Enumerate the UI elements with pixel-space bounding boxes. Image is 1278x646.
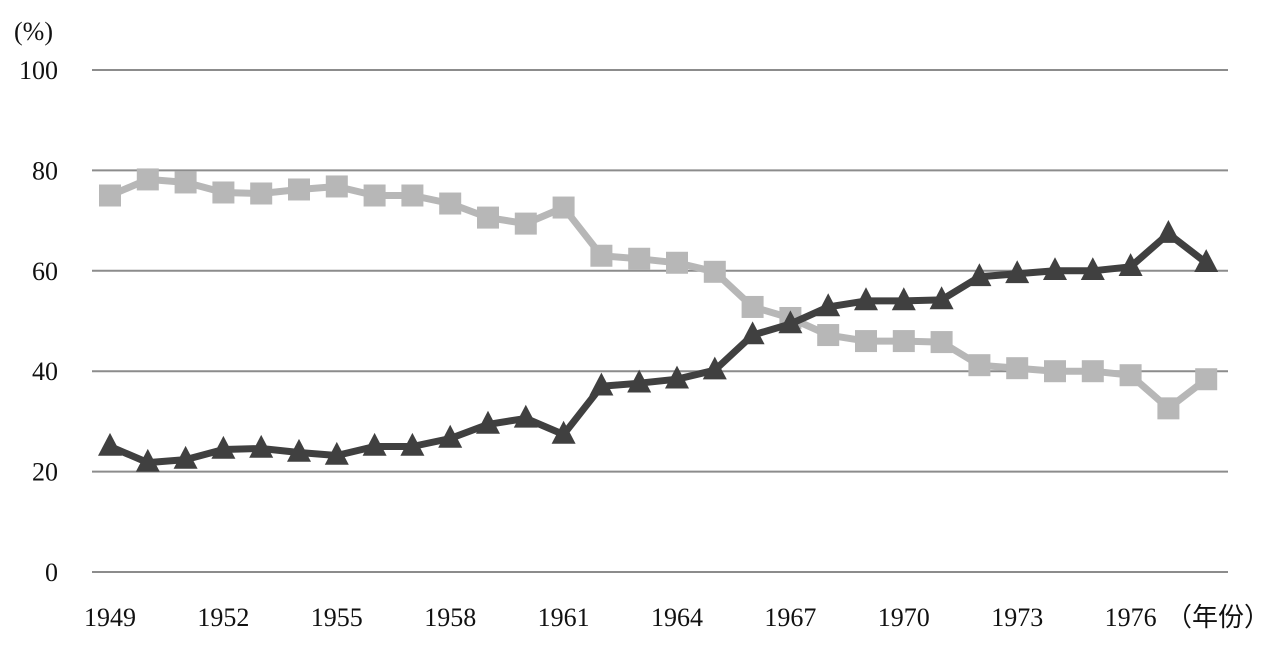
y-tick-label: 0 [45, 558, 58, 587]
data-point-square [1157, 397, 1180, 420]
gridlines [92, 69, 1228, 573]
data-point-square [250, 182, 273, 205]
data-point-triangle [778, 310, 803, 334]
data-point-triangle [854, 287, 878, 311]
data-point-triangle [1156, 220, 1181, 243]
data-point-triangle [324, 441, 349, 465]
data-point-triangle [1005, 260, 1030, 284]
data-point-square [1119, 364, 1142, 387]
data-point-square [892, 330, 915, 353]
data-point-triangle [287, 438, 311, 462]
data-point-triangle [362, 432, 387, 456]
y-tick-label: 20 [32, 458, 58, 487]
data-point-square [99, 184, 121, 207]
data-point-square [703, 260, 726, 283]
data-point-square [666, 251, 688, 274]
data-point-triangle [173, 445, 198, 469]
x-tick-label: 1955 [311, 603, 363, 632]
data-point-triangle [135, 448, 160, 472]
data-point-triangle [513, 404, 538, 428]
data-point-square [363, 184, 386, 207]
series-line [106, 230, 1210, 467]
x-tick-labels: 1949 1952 1955 1958 1961 1964 1967 1970 1973 1976 [84, 603, 1157, 632]
x-tick-label: 1964 [651, 603, 703, 632]
series-layer [98, 168, 1219, 472]
data-point-triangle [891, 287, 916, 311]
data-point-square [212, 181, 235, 204]
data-point-triangle [589, 372, 614, 396]
data-point-triangle [551, 420, 576, 444]
x-tick-label: 1967 [764, 603, 816, 632]
x-tick-label: 1976 [1105, 603, 1157, 632]
data-point-square [1081, 360, 1104, 383]
data-point-square [855, 330, 877, 353]
y-tick-label: 40 [32, 357, 58, 386]
data-point-triangle [665, 365, 689, 389]
y-tick-label: 80 [32, 156, 58, 185]
data-point-square [136, 168, 159, 191]
x-tick-label: 1961 [538, 603, 590, 632]
data-point-triangle [627, 369, 652, 393]
data-point-triangle [967, 263, 992, 287]
data-point-triangle [438, 424, 463, 448]
data-point-square [552, 196, 575, 219]
data-point-square [477, 206, 499, 229]
data-point-triangle [249, 434, 274, 458]
data-point-triangle [929, 286, 954, 310]
data-point-triangle [400, 432, 425, 456]
data-point-square [174, 171, 197, 194]
x-axis-unit-label: （年份） [1166, 603, 1270, 632]
data-point-triangle [211, 435, 236, 459]
series-line [106, 175, 1210, 412]
y-axis-unit-label: (%) [14, 17, 53, 46]
data-point-square [325, 175, 348, 198]
data-point-square [288, 178, 310, 201]
data-point-square [514, 212, 537, 235]
data-point-square [1006, 357, 1029, 380]
y-tick-label: 100 [19, 56, 58, 85]
data-point-triangle [816, 293, 841, 317]
x-tick-label: 1949 [84, 603, 136, 632]
data-point-triangle [702, 356, 727, 380]
data-point-square [590, 244, 613, 267]
x-tick-label: 1958 [424, 603, 476, 632]
x-tick-label: 1952 [197, 603, 249, 632]
data-point-square [1044, 360, 1066, 383]
data-point-square [930, 331, 953, 354]
y-tick-labels: 0 20 40 60 80 100 [19, 56, 58, 587]
data-point-square [628, 247, 651, 270]
data-point-square [968, 354, 991, 377]
data-point-square [1195, 368, 1218, 391]
series-square [99, 168, 1218, 420]
x-tick-label: 1970 [878, 603, 930, 632]
data-point-triangle [1118, 253, 1143, 276]
data-point-triangle [1043, 257, 1067, 280]
data-point-square [817, 324, 840, 347]
data-point-triangle [1194, 249, 1219, 272]
data-point-square [741, 295, 764, 318]
data-point-triangle [98, 432, 122, 456]
data-point-triangle [740, 321, 765, 345]
data-point-triangle [476, 410, 500, 434]
data-point-square [439, 192, 462, 215]
y-tick-label: 60 [32, 257, 58, 286]
data-point-triangle [1080, 257, 1105, 280]
data-point-square [401, 184, 424, 207]
series-triangle [98, 220, 1219, 472]
x-tick-label: 1973 [991, 603, 1043, 632]
